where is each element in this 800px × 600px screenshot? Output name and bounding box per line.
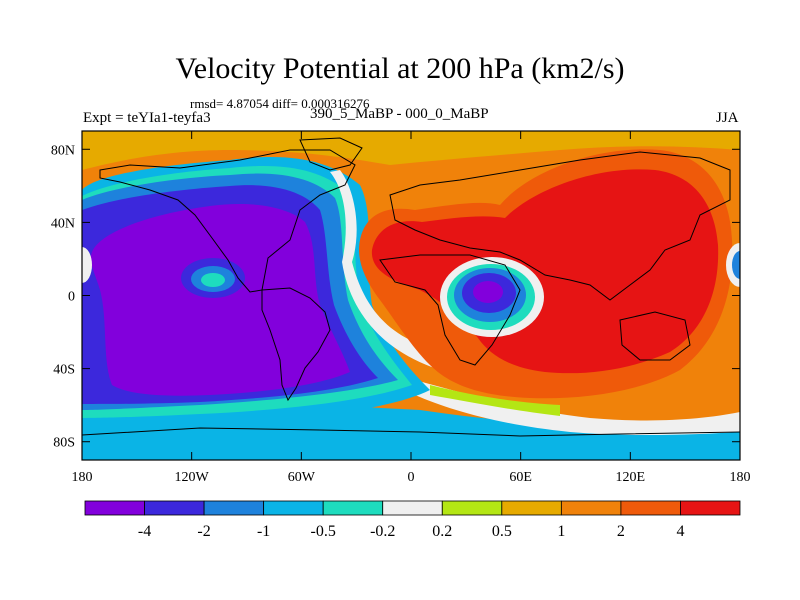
colorbar-label: 0.5: [492, 523, 512, 540]
contour-africa-purple: [473, 281, 503, 303]
colorbar-swatch: [560, 500, 622, 516]
stats-label: rmsd= 4.87054 diff= 0.000316276: [190, 96, 370, 111]
colorbar-label: 4: [676, 523, 684, 540]
colorbar-swatch: [680, 500, 741, 516]
contour-east-edge-blue: [732, 251, 740, 279]
contour-pacific-cyan: [201, 273, 225, 287]
lon-tick-label: 120E: [616, 470, 646, 485]
lat-tick-label: 80N: [51, 143, 75, 158]
map-title: Velocity Potential at 200 hPa (km2/s): [175, 52, 625, 85]
colorbar-label: 1: [557, 523, 565, 540]
contour-atlantic-white: [330, 170, 495, 380]
coastline-eurasia: [389, 151, 731, 301]
colorbar-label: -1: [257, 523, 270, 540]
lon-tick-label: 120W: [175, 470, 210, 485]
lon-tick-label: 180: [730, 470, 751, 485]
coastline-south-america: [261, 287, 331, 402]
colorbar-swatch: [501, 500, 562, 516]
lat-tick-label: 40S: [53, 363, 75, 378]
coastline-africa: [379, 254, 521, 366]
experiment-label: Expt = teYIa1-teyfa3: [83, 110, 211, 126]
colorbar-label: 2: [617, 523, 625, 540]
colorbar-label: -0.5: [311, 523, 336, 540]
colorbar-swatch: [620, 500, 681, 516]
contour-west-purple: [90, 203, 351, 396]
colorbar-swatch: [322, 500, 384, 516]
lat-tick-label: 0: [68, 290, 75, 305]
lon-tick-label: 0: [408, 470, 415, 485]
lon-tick-label: 60W: [288, 470, 316, 485]
periods-label: 390_5_MaBP - 000_0_MaBP: [310, 106, 489, 122]
longitude-axis: 180 120W 60W 0 60E 120E 180: [72, 131, 751, 485]
coastline-antarctica: [82, 427, 740, 437]
lon-tick-label: 180: [72, 470, 93, 485]
coastline-greenland: [299, 137, 363, 171]
contour-eurasia-darkred: [371, 169, 719, 374]
contour-west-edge-white: [82, 247, 92, 283]
colorbar-label: 0.2: [432, 523, 452, 540]
latitude-axis: 80N 40N 0 40S 80S: [51, 143, 740, 451]
lat-tick-label: 80S: [53, 436, 75, 451]
contour-arctic-orange: [82, 131, 740, 170]
colorbar-swatch: [144, 500, 205, 516]
colorbar: -4 -2 -1 -0.5 -0.2 0.2 0.5 1 2 4: [84, 500, 741, 540]
colorbar-swatch: [203, 500, 265, 516]
colorbar-label: -0.2: [370, 523, 395, 540]
lon-tick-label: 60E: [509, 470, 532, 485]
colorbar-swatch: [382, 500, 443, 516]
colorbar-label: -2: [197, 523, 210, 540]
coastline-australia: [619, 311, 691, 361]
contour-south-white: [415, 380, 740, 436]
colorbar-swatch: [84, 500, 145, 516]
colorbar-swatch: [441, 500, 503, 516]
colorbar-swatch: [263, 500, 324, 516]
coastline-north-america: [99, 149, 356, 293]
coastlines: [82, 137, 740, 437]
lat-tick-label: 40N: [51, 216, 75, 231]
colorbar-label: -4: [138, 523, 151, 540]
season-label: JJA: [716, 110, 739, 126]
contour-south-green: [430, 385, 560, 416]
